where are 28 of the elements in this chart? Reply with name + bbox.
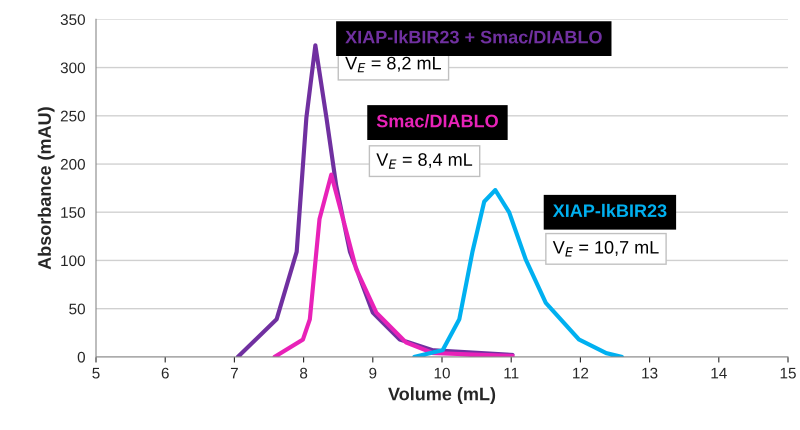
y-tick-label: 0 [78,352,85,363]
x-tick-label: 11 [504,368,518,378]
text: Smac/DIABLO [376,114,498,128]
x-tick-label: 12 [573,368,588,378]
x-tick-label: 8 [300,368,308,379]
y-tick-label: 300 [60,62,85,74]
x-tick-label: 15 [780,368,796,379]
x-tick-label: 13 [642,368,658,379]
annotation: V$_{E}$ = 8,2 mL [345,56,441,72]
x-axis-title: Volume (mL) [388,387,496,404]
text: XIAP-lkBIR23 [552,204,666,218]
line-series [272,172,515,357]
y-tick-label: 350 [60,14,85,26]
y-tick-label: 250 [60,110,85,122]
y-axis-title: Absorbance (mAU) [38,107,55,270]
x-tick-label: 14 [711,368,727,378]
annotation: V$_{E}$ = 10,7 mL [552,240,659,256]
x-tick-label: 7 [230,368,238,378]
x-tick-label: 6 [162,368,169,379]
annotation: V$_{E}$ = 8,4 mL [376,153,472,169]
x-tick-label: 9 [369,368,376,379]
x-tick-label: 10 [434,368,450,379]
y-tick-label: 50 [69,304,85,314]
y-tick-label: 100 [61,255,85,266]
x-tick-label: 5 [92,368,100,379]
y-tick-label: 150 [61,207,85,218]
y-tick-label: 200 [60,158,85,170]
series-label: XIAP-lkBIR23 + Smac/DIABLO [345,30,602,44]
